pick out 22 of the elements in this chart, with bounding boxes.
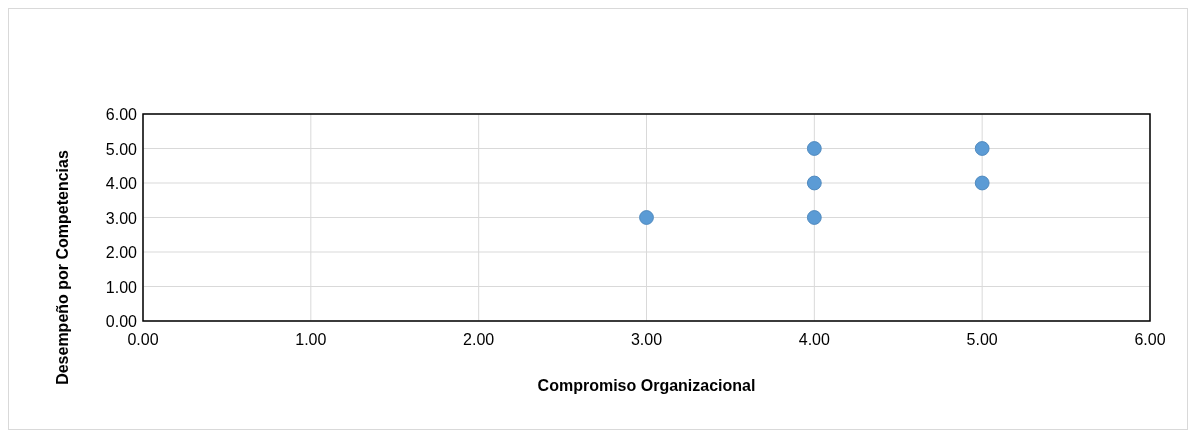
y-axis-title: Desempeño por Competencias [54, 150, 71, 385]
x-tick-label: 1.00 [295, 331, 327, 348]
x-tick-label: 2.00 [463, 331, 495, 348]
x-tick-label: 5.00 [966, 331, 998, 348]
point [639, 210, 654, 225]
x-tick-label: 3.00 [630, 331, 663, 348]
x-tick-label: 4.00 [798, 331, 831, 348]
point [806, 141, 822, 156]
y-tick-label: 2.00 [105, 244, 138, 261]
point [974, 141, 990, 156]
y-tick-label: 3.00 [105, 209, 138, 227]
y-tick-label: 5.00 [105, 140, 138, 158]
y-tick-label: 0.00 [105, 313, 138, 330]
y-tick-label: 6.00 [105, 106, 138, 123]
x-axis-title: Compromiso Organizacional [537, 377, 756, 394]
point [806, 175, 822, 191]
point [806, 210, 822, 225]
y-tick-label: 4.00 [105, 175, 138, 192]
point [974, 175, 990, 191]
x-tick-label: 0.00 [127, 331, 159, 348]
x-tick-label: 6.00 [1134, 331, 1166, 348]
y-tick-label: 1.00 [105, 278, 138, 296]
